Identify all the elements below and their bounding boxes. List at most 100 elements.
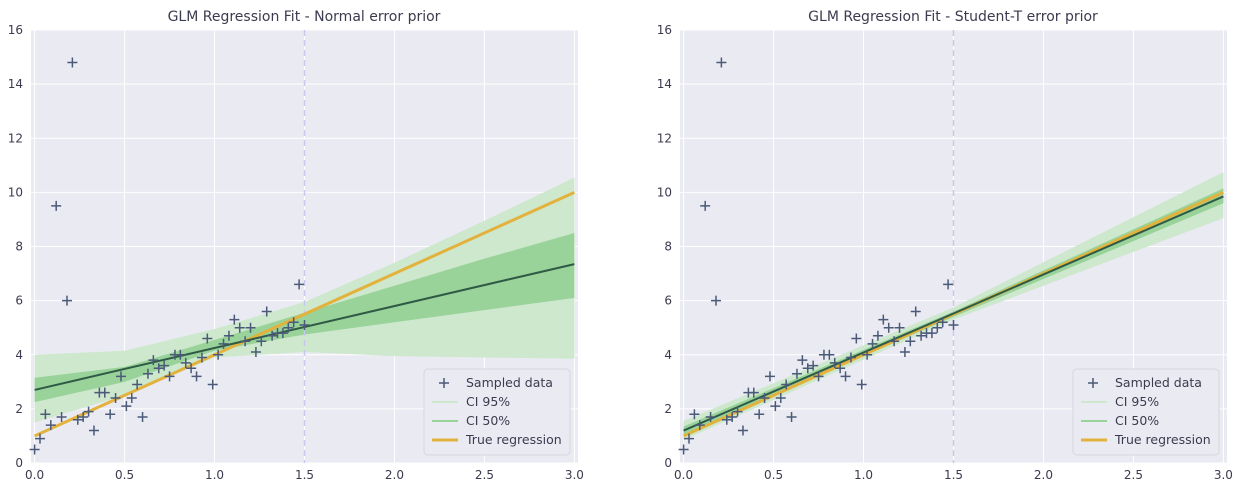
data-point xyxy=(867,338,878,349)
data-point xyxy=(148,355,159,366)
data-point xyxy=(916,330,927,341)
data-point xyxy=(234,322,245,333)
data-point xyxy=(126,393,137,404)
data-point xyxy=(164,371,175,382)
data-point xyxy=(56,411,67,422)
legend-label: True regression xyxy=(465,432,562,447)
data-point xyxy=(721,414,732,425)
data-point xyxy=(840,371,851,382)
true-regression-line xyxy=(33,191,576,438)
legend-box xyxy=(423,368,571,456)
legend-marker-sampled xyxy=(439,378,449,388)
chart-student-t-prior: 0.0 0.5 1.0 1.5 2.0 2.5 3.0 0 2 4 6 8 10 12 14 16 Sample… xyxy=(657,9,1233,482)
data-point xyxy=(175,349,186,360)
data-point xyxy=(132,379,143,390)
y-tick-label: 16 xyxy=(8,23,23,37)
data-point xyxy=(88,425,99,436)
data-point xyxy=(791,368,802,379)
data-point xyxy=(943,279,954,290)
legend-label: CI 50% xyxy=(1115,413,1159,428)
chart-normal-prior: 0.0 0.5 1.0 1.5 2.0 2.5 3.0 0 2 4 6 8 10 12 14 16 Sample… xyxy=(8,9,584,482)
data-point xyxy=(889,336,900,347)
x-tick-label: 2.0 xyxy=(1034,468,1053,482)
data-point xyxy=(142,368,153,379)
data-point xyxy=(218,338,229,349)
data-point xyxy=(678,444,689,455)
x-tick-label: 0.5 xyxy=(115,468,134,482)
data-point xyxy=(196,352,207,363)
data-point xyxy=(748,387,759,398)
data-point xyxy=(835,363,846,374)
data-point xyxy=(759,393,770,404)
data-point xyxy=(110,393,121,404)
data-point xyxy=(78,411,89,422)
data-point xyxy=(824,349,835,360)
x-tick-label: 3.0 xyxy=(565,468,584,482)
legend-label: Sampled data xyxy=(1115,375,1202,390)
chart-title: GLM Regression Fit - Student-T error pri… xyxy=(808,9,1098,25)
legend-label: Sampled data xyxy=(466,375,553,390)
legend-label: CI 50% xyxy=(466,413,510,428)
data-point xyxy=(180,357,191,368)
y-tick-label: 6 xyxy=(15,294,23,308)
data-point xyxy=(694,420,705,431)
data-point xyxy=(775,393,786,404)
data-point xyxy=(926,328,937,339)
x-tick-label: 0.0 xyxy=(674,468,693,482)
data-point xyxy=(732,406,743,417)
chart-title: GLM Regression Fit - Normal error prior xyxy=(168,9,441,25)
data-point xyxy=(894,322,905,333)
y-tick-label: 0 xyxy=(664,456,672,470)
y-tick-label: 4 xyxy=(664,348,672,362)
legend-marker-sampled xyxy=(1088,378,1098,388)
y-tick-label: 8 xyxy=(15,240,23,254)
data-point xyxy=(910,306,921,317)
data-point xyxy=(267,330,278,341)
legend-label: CI 95% xyxy=(466,394,510,409)
data-point xyxy=(948,319,959,330)
x-tick-label: 2.5 xyxy=(1124,468,1143,482)
legend-label: True regression xyxy=(1114,432,1211,447)
data-point xyxy=(845,352,856,363)
y-tick-label: 0 xyxy=(15,456,23,470)
data-point xyxy=(786,411,797,422)
data-point xyxy=(223,330,234,341)
y-tick-label: 4 xyxy=(15,348,23,362)
data-point xyxy=(856,379,867,390)
data-point xyxy=(121,401,132,412)
data-point xyxy=(51,200,62,211)
data-point xyxy=(229,314,240,325)
data-point xyxy=(256,336,267,347)
data-point xyxy=(878,314,889,325)
data-point xyxy=(700,200,711,211)
data-point xyxy=(186,363,197,374)
x-tick-label: 0.5 xyxy=(764,468,783,482)
x-tick-label: 1.0 xyxy=(205,468,224,482)
data-point xyxy=(802,363,813,374)
data-point xyxy=(277,328,288,339)
data-point xyxy=(288,317,299,328)
data-point xyxy=(245,322,256,333)
data-point xyxy=(716,57,727,68)
data-point xyxy=(61,295,72,306)
x-tick-label: 1.5 xyxy=(944,468,963,482)
data-point xyxy=(45,420,56,431)
data-point xyxy=(899,347,910,358)
data-point xyxy=(905,336,916,347)
y-tick-label: 10 xyxy=(8,185,23,199)
x-tick-label: 0.0 xyxy=(25,468,44,482)
data-point xyxy=(683,433,694,444)
data-point xyxy=(99,387,110,398)
y-tick-label: 12 xyxy=(8,131,23,145)
data-point xyxy=(797,355,808,366)
data-point xyxy=(153,363,164,374)
data-point xyxy=(754,409,765,420)
data-point xyxy=(115,371,126,382)
data-point xyxy=(294,279,305,290)
data-point xyxy=(937,317,948,328)
data-point xyxy=(872,330,883,341)
x-tick-label: 3.0 xyxy=(1214,468,1233,482)
y-tick-label: 10 xyxy=(657,185,672,199)
data-point xyxy=(213,349,224,360)
